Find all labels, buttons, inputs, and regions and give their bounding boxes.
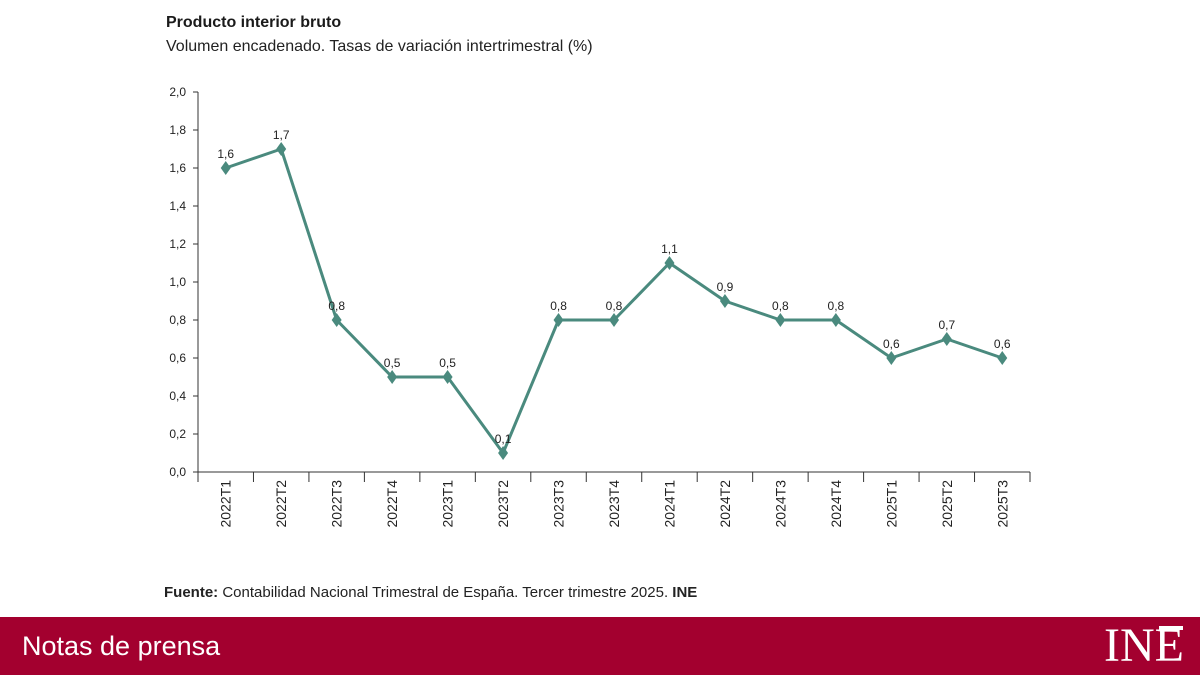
y-tick-label: 0,0 [169, 465, 186, 479]
y-tick-label: 1,2 [169, 237, 186, 251]
source-note: Fuente: Contabilidad Nacional Trimestral… [164, 584, 697, 601]
chart-axes: 0,0 0,2 0,4 0,6 0,8 1,0 1,2 1,4 1,6 1,8 2,0 2022T1 2… [169, 85, 1031, 528]
y-tick-label: 2,0 [169, 85, 186, 99]
data-label: 0,8 [550, 299, 567, 313]
data-label: 0,9 [717, 280, 734, 294]
data-point [276, 142, 287, 156]
x-tick-label: 2025T3 [994, 480, 1010, 528]
data-label: 0,5 [439, 356, 456, 370]
data-label: 0,6 [883, 337, 900, 351]
data-label: 0,8 [606, 299, 623, 313]
source-text: Contabilidad Nacional Trimestral de Espa… [218, 584, 673, 601]
data-point [498, 446, 509, 460]
footer-bar: Notas de prensa INE [0, 617, 1200, 675]
data-point [941, 332, 952, 346]
x-tick-label: 2024T4 [828, 480, 844, 528]
data-label: 0,8 [828, 299, 845, 313]
x-tick-label: 2022T2 [273, 480, 289, 528]
y-tick-label: 1,4 [169, 199, 186, 213]
footer-label: Notas de prensa [22, 631, 221, 661]
data-point [609, 313, 619, 327]
x-tick-label: 2023T2 [495, 480, 511, 528]
line-chart: 0,0 0,2 0,4 0,6 0,8 1,0 1,2 1,4 1,6 1,8 2,0 2022T1 2… [169, 85, 1031, 528]
data-point [830, 313, 841, 327]
y-tick-label: 1,8 [169, 123, 186, 137]
y-tick-label: 0,6 [169, 351, 186, 365]
ine-logo: INE [1104, 620, 1184, 672]
data-point [553, 313, 564, 327]
x-tick-label: 2025T1 [883, 480, 899, 528]
x-tick-label: 2023T4 [606, 480, 622, 528]
chart-subtitle: Volumen encadenado. Tasas de variación i… [166, 38, 593, 55]
chart-series [220, 142, 1008, 460]
source-suffix: INE [672, 584, 698, 601]
data-label: 0,7 [938, 318, 955, 332]
data-point [442, 370, 453, 384]
y-tick-label: 0,2 [169, 427, 186, 441]
data-point [664, 256, 675, 270]
x-tick-label: 2023T3 [551, 480, 567, 528]
chart-data-labels: 1,6 1,7 0,8 0,5 0,5 0,1 0,8 0,8 1,1 0,9 0,8 0,8 0,6 0… [217, 128, 1011, 446]
data-label: 0,6 [994, 337, 1011, 351]
data-label: 1,6 [217, 147, 234, 161]
chart-title: Producto interior bruto [166, 14, 342, 31]
x-tick-label: 2022T4 [384, 480, 400, 528]
y-tick-label: 0,8 [169, 313, 186, 327]
y-tick-label: 1,0 [169, 275, 186, 289]
data-label: 0,8 [772, 299, 789, 313]
x-tick-label: 2024T1 [661, 480, 677, 528]
data-point [331, 313, 342, 327]
data-point [719, 294, 730, 308]
data-point [886, 351, 897, 365]
x-tick-label: 2025T2 [939, 480, 955, 528]
x-tick-label: 2022T1 [218, 480, 234, 528]
data-point [997, 351, 1008, 365]
data-point [775, 313, 786, 327]
data-label: 0,8 [328, 299, 345, 313]
x-tick-label: 2022T3 [329, 480, 345, 528]
data-label: 0,1 [495, 432, 512, 446]
x-tick-label: 2023T1 [440, 480, 456, 528]
data-label: 1,1 [661, 242, 678, 256]
data-label: 0,5 [384, 356, 401, 370]
x-tick-label: 2024T3 [772, 480, 788, 528]
y-tick-label: 1,6 [169, 161, 186, 175]
data-point [387, 370, 398, 384]
data-point [220, 161, 231, 175]
y-tick-label: 0,4 [169, 389, 186, 403]
source-prefix: Fuente: [164, 584, 219, 601]
data-label: 1,7 [273, 128, 290, 142]
x-tick-label: 2024T2 [717, 480, 733, 528]
ine-logo-macron [1159, 626, 1184, 630]
